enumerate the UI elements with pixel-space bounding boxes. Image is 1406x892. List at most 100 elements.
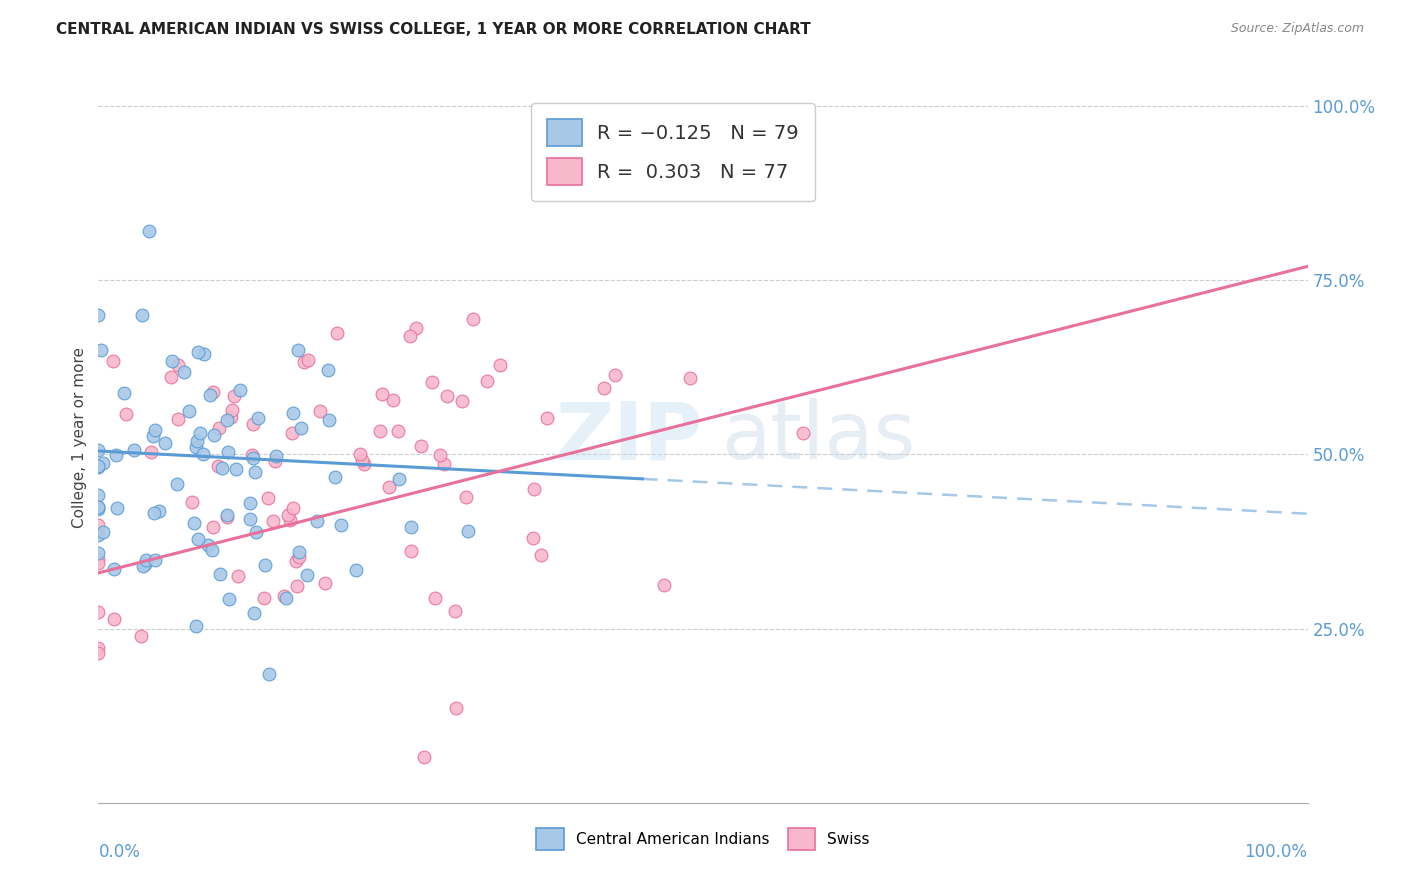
Point [263,453,285,467]
Point [202,427,225,442]
Point [399,519,422,533]
Text: atlas: atlas [721,398,915,476]
Point [318,413,340,427]
Point [211,460,233,475]
Point [187,344,209,359]
Point [444,701,467,715]
Point [242,417,264,431]
Point [652,577,675,591]
Point [523,482,546,496]
Point [187,532,209,546]
Point [305,514,328,528]
Point [246,410,269,425]
Point [388,472,411,486]
Point [183,516,205,530]
Point [166,359,188,373]
Point [281,406,304,420]
Point [433,457,456,471]
Point [197,538,219,552]
Point [208,566,231,581]
Point [160,369,183,384]
Point [318,363,340,377]
Point [139,444,162,458]
Point [409,439,432,453]
Point [122,442,145,457]
Point [217,444,239,458]
Point [186,440,208,454]
Point [105,500,128,515]
Point [104,448,127,462]
Point [208,421,231,435]
Point [201,384,224,399]
Point [129,629,152,643]
Point [273,589,295,603]
Point [344,563,367,577]
Point [444,604,467,618]
Point [131,308,153,322]
Point [87,528,110,542]
Point [145,423,167,437]
Point [323,470,346,484]
Point [239,496,262,510]
Point [288,545,311,559]
Point [242,606,264,620]
Point [181,495,204,509]
Point [257,667,280,681]
Point [239,512,262,526]
Point [309,404,332,418]
Y-axis label: College, 1 year or more: College, 1 year or more [72,347,87,527]
Point [349,447,371,461]
Point [398,329,420,343]
Point [287,549,309,564]
Point [134,557,156,571]
Point [218,592,240,607]
Point [201,542,224,557]
Point [177,403,200,417]
Point [387,424,409,438]
Point [87,500,110,514]
Point [87,546,110,560]
Point [103,561,125,575]
Point [167,412,190,426]
Point [87,460,110,475]
Point [131,559,153,574]
Point [295,567,318,582]
Point [219,410,242,425]
Point [274,591,297,605]
Point [329,518,352,533]
Point [378,480,401,494]
Point [215,510,238,524]
Point [87,443,110,458]
Point [264,449,287,463]
Point [252,591,274,606]
Point [278,513,301,527]
Point [454,490,477,504]
Point [87,308,110,322]
Point [245,524,267,539]
Point [215,508,238,523]
Point [350,452,373,467]
Text: Source: ZipAtlas.com: Source: ZipAtlas.com [1230,22,1364,36]
Point [679,371,702,385]
Point [436,389,458,403]
Point [242,448,264,462]
Point [225,461,247,475]
Point [290,420,312,434]
Point [87,488,110,502]
Text: 100.0%: 100.0% [1244,843,1308,861]
Point [457,524,479,539]
Point [87,640,110,655]
Point [489,358,512,372]
Point [186,619,208,633]
Point [87,646,110,660]
Point [399,543,422,558]
Legend: Central American Indians, Swiss: Central American Indians, Swiss [529,821,877,857]
Point [101,354,124,368]
Point [281,501,304,516]
Point [475,375,498,389]
Point [193,346,215,360]
Point [243,465,266,479]
Point [461,311,484,326]
Point [325,326,347,340]
Point [420,375,443,389]
